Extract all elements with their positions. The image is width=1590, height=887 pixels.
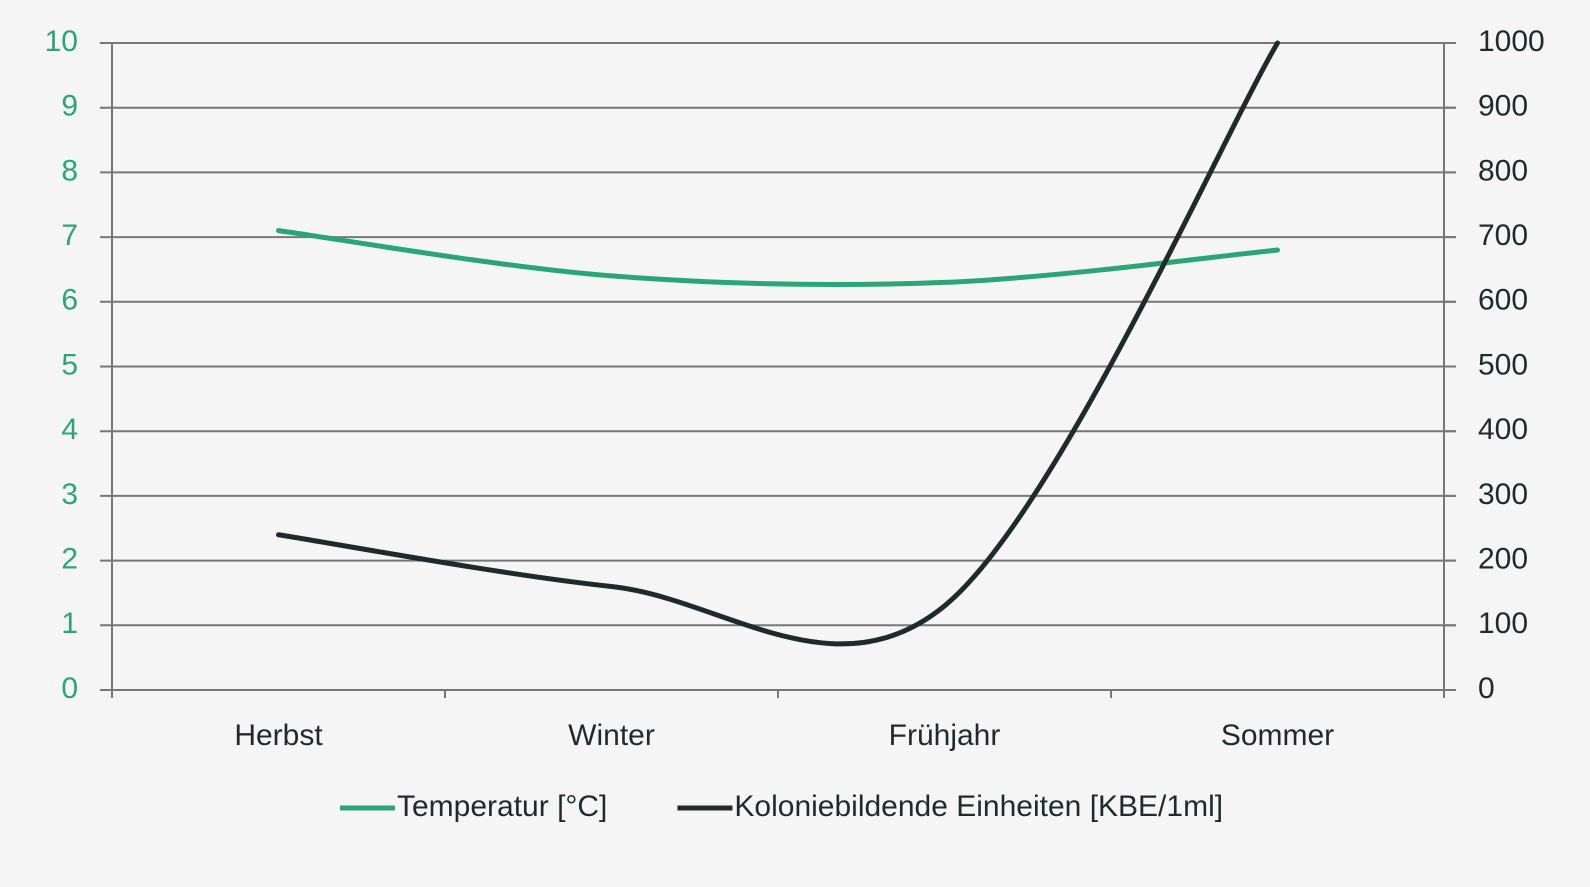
x-tick-label: Sommer: [1221, 719, 1334, 752]
y-tick-label: 2: [61, 543, 78, 576]
y2-tick-label: 1000: [1478, 25, 1545, 58]
background: [0, 0, 1590, 887]
x-tick-label: Frühjahr: [889, 719, 1001, 752]
y-tick-label: 3: [61, 478, 78, 511]
y-tick-label: 6: [61, 284, 78, 317]
y2-tick-label: 500: [1478, 348, 1528, 381]
y-tick-label: 7: [61, 219, 78, 252]
page: {"chart_data": {"type": "line", "categor…: [0, 0, 1590, 887]
y-tick-label: 9: [61, 90, 78, 123]
legend-label: Koloniebildende Einheiten [KBE/1ml]: [734, 790, 1223, 823]
y-tick-label: 10: [45, 25, 78, 58]
y2-tick-label: 800: [1478, 154, 1528, 187]
y-tick-label: 5: [61, 348, 78, 381]
y2-tick-label: 700: [1478, 219, 1528, 252]
y-tick-label: 1: [61, 607, 78, 640]
y-tick-label: 0: [61, 672, 78, 705]
y2-tick-label: 400: [1478, 413, 1528, 446]
y2-tick-label: 600: [1478, 284, 1528, 317]
y-tick-label: 8: [61, 154, 78, 187]
y2-tick-label: 100: [1478, 607, 1528, 640]
x-tick-label: Herbst: [234, 719, 323, 752]
y2-tick-label: 300: [1478, 478, 1528, 511]
y-tick-label: 4: [61, 413, 78, 446]
x-tick-label: Winter: [568, 719, 655, 752]
y2-tick-label: 200: [1478, 543, 1528, 576]
legend-label: Temperatur [°C]: [397, 790, 607, 823]
chart: 0123456789100100200300400500600700800900…: [0, 0, 1590, 887]
y2-tick-label: 900: [1478, 90, 1528, 123]
y2-tick-label: 0: [1478, 672, 1495, 705]
